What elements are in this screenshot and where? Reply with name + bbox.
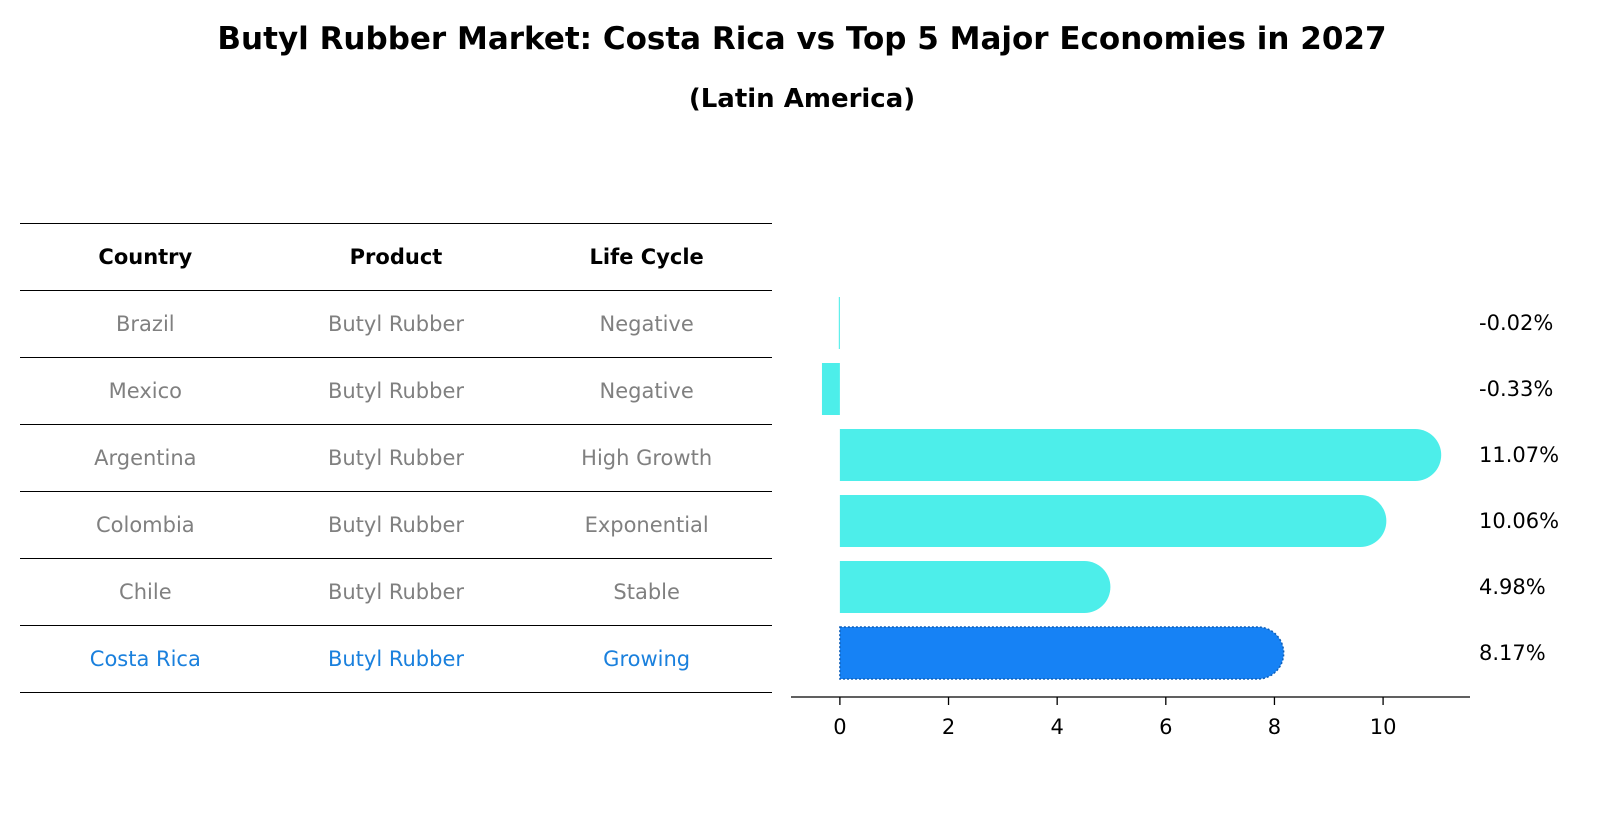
cell-product: Butyl Rubber	[270, 625, 522, 693]
cell-country: Costa Rica	[20, 625, 271, 693]
header-country: Country	[20, 223, 271, 291]
bar	[838, 297, 840, 349]
cell-life-cycle: High Growth	[521, 424, 772, 492]
cell-product: Butyl Rubber	[270, 357, 522, 425]
chart-subtitle: (Latin America)	[688, 84, 916, 114]
table-row: Argentina Butyl Rubber High Growth	[20, 424, 772, 492]
table-row: Mexico Butyl Rubber Negative	[20, 357, 772, 425]
table-header-row: Country Product Life Cycle	[20, 223, 772, 291]
cell-country: Colombia	[20, 491, 271, 559]
table-row-highlight: Costa Rica Butyl Rubber Growing	[20, 625, 772, 693]
value-label: 11.07%	[1479, 443, 1559, 467]
value-label: 4.98%	[1479, 575, 1546, 599]
bar	[839, 495, 1387, 547]
market-table: Country Product Life Cycle Brazil Butyl …	[20, 223, 772, 693]
chart-title: Butyl Rubber Market: Costa Rica vs Top 5…	[217, 21, 1387, 57]
header-life-cycle: Life Cycle	[521, 223, 772, 291]
cell-product: Butyl Rubber	[270, 424, 522, 492]
value-label: 10.06%	[1479, 509, 1559, 533]
x-tick-label: 8	[1268, 715, 1281, 739]
cell-country: Argentina	[20, 424, 271, 492]
bar	[839, 561, 1111, 613]
x-tick-label: 0	[833, 715, 846, 739]
x-tick-label: 2	[942, 715, 955, 739]
value-label: 8.17%	[1479, 641, 1546, 665]
cell-product: Butyl Rubber	[270, 558, 522, 626]
x-tick-label: 10	[1370, 715, 1397, 739]
value-label: -0.33%	[1479, 377, 1553, 401]
cell-product: Butyl Rubber	[270, 290, 522, 358]
value-label: -0.02%	[1479, 311, 1553, 335]
cell-country: Chile	[20, 558, 271, 626]
cell-product: Butyl Rubber	[270, 491, 522, 559]
cell-life-cycle: Exponential	[521, 491, 772, 559]
bar	[821, 363, 840, 415]
cell-life-cycle: Negative	[521, 290, 772, 358]
x-tick-label: 6	[1159, 715, 1172, 739]
table-row: Brazil Butyl Rubber Negative	[20, 290, 772, 358]
table-row: Chile Butyl Rubber Stable	[20, 558, 772, 626]
x-tick-label: 4	[1050, 715, 1063, 739]
cell-country: Brazil	[20, 290, 271, 358]
bar	[839, 429, 1442, 481]
header-product: Product	[270, 223, 522, 291]
cell-life-cycle: Stable	[521, 558, 772, 626]
table-row: Colombia Butyl Rubber Exponential	[20, 491, 772, 559]
bar-highlight	[839, 626, 1285, 680]
cell-country: Mexico	[20, 357, 271, 425]
cell-life-cycle: Growing	[521, 625, 772, 693]
